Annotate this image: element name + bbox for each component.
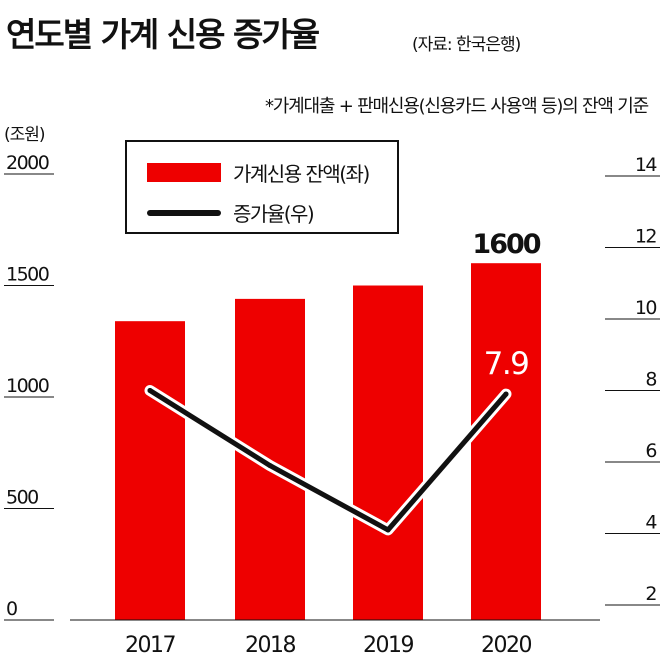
- x-tick-label: 2020: [481, 633, 531, 658]
- legend-bar-swatch: [147, 163, 221, 182]
- right-tick-label: 6: [645, 440, 656, 462]
- bar-2019: [353, 285, 423, 620]
- left-tick-label: 0: [6, 598, 17, 620]
- bar-2020: [471, 263, 541, 620]
- legend-line-label: 증가율(우): [233, 202, 315, 226]
- growth-line: [147, 388, 509, 533]
- legend-item-balance: 가계신용 잔액(좌): [147, 158, 370, 187]
- legend-item-growth: 증가율(우): [147, 198, 315, 227]
- line-value-label: 7.9: [484, 346, 529, 382]
- growth-point-2017: [147, 388, 153, 393]
- right-tick-label: 8: [645, 369, 656, 391]
- bar-value-label: 1600: [472, 229, 540, 260]
- left-tick-label: 2000: [6, 152, 49, 174]
- left-tick-label: 1000: [6, 375, 49, 397]
- right-tick-label: 2: [645, 583, 656, 605]
- basis-note: *가계대출 + 판매신용(신용카드 사용액 등)의 잔액 기준: [264, 96, 649, 117]
- x-tick-label: 2018: [245, 633, 295, 658]
- chart-title: 연도별 가계 신용 증가율: [6, 15, 320, 54]
- growth-line-halo: [144, 385, 512, 536]
- x-tick-label: 2019: [363, 633, 413, 658]
- growth-point-2019: [385, 527, 391, 533]
- legend-line-swatch: [147, 209, 221, 216]
- x-tick-label: 2017: [125, 633, 175, 658]
- growth-point-2020: [503, 391, 509, 397]
- right-tick-label: 10: [635, 297, 657, 319]
- legend: 가계신용 잔액(좌) 증가율(우): [125, 140, 399, 234]
- bar-2017: [115, 321, 185, 620]
- left-tick-label: 1500: [6, 264, 49, 286]
- left-axis-unit: (조원): [4, 125, 46, 145]
- legend-bar-label: 가계신용 잔액(좌): [233, 162, 370, 186]
- left-tick-label: 500: [6, 487, 38, 509]
- source-note: (자료: 한국은행): [412, 35, 521, 55]
- right-tick-label: 12: [635, 226, 657, 248]
- right-tick-label: 4: [645, 512, 657, 534]
- right-tick-label: 14: [635, 154, 658, 176]
- growth-point-2018: [267, 463, 273, 469]
